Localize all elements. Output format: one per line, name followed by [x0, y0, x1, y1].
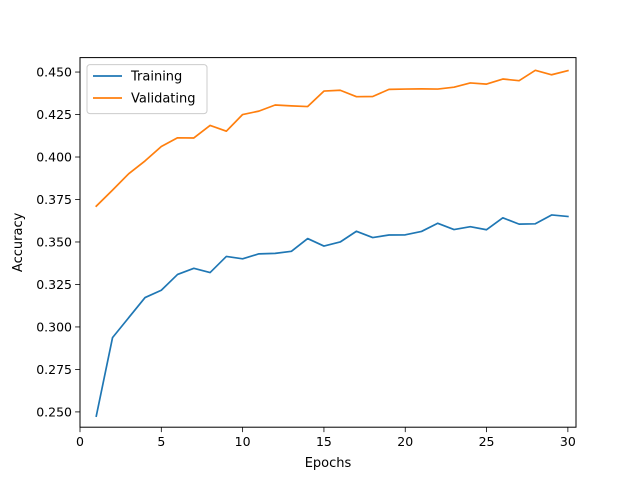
data-point-validating: [404, 88, 406, 90]
data-point-validating: [128, 172, 130, 174]
y-axis-label: Accuracy: [11, 212, 26, 272]
data-point-validating: [258, 110, 260, 112]
data-point-validating: [95, 205, 97, 207]
y-tick-label: 0.300: [36, 319, 72, 334]
data-point-validating: [518, 80, 520, 82]
data-point-validating: [567, 69, 569, 71]
data-point-validating: [355, 95, 357, 97]
data-point-validating: [306, 105, 308, 107]
data-point-validating: [534, 69, 536, 71]
y-tick-label: 0.250: [36, 404, 72, 419]
data-point-training: [241, 258, 243, 260]
legend: Training Validating: [86, 64, 208, 115]
data-point-training: [193, 267, 195, 269]
data-point-validating: [193, 137, 195, 139]
series-layer: [95, 69, 569, 418]
data-point-training: [534, 223, 536, 225]
data-point-training: [453, 228, 455, 230]
plot-frame: [79, 57, 577, 428]
data-point-training: [323, 245, 325, 247]
data-point-training: [209, 271, 211, 273]
data-point-training: [469, 225, 471, 227]
data-point-training: [225, 255, 227, 257]
data-point-training: [355, 230, 357, 232]
data-point-training: [111, 336, 113, 338]
x-tick-label: 0: [76, 434, 84, 449]
y-axis: 0.250 0.275 0.300 0.325 0.350 0.375 0.400 0.425…: [36, 65, 80, 419]
data-point-training: [258, 253, 260, 255]
x-tick-label: 25: [479, 434, 495, 449]
data-point-training: [567, 215, 569, 217]
data-point-training: [372, 236, 374, 238]
data-point-validating: [111, 189, 113, 191]
data-point-training: [306, 237, 308, 239]
data-point-training: [95, 415, 97, 417]
x-tick-label: 5: [157, 434, 165, 449]
y-tick-label: 0.450: [36, 65, 72, 80]
data-point-training: [128, 316, 130, 318]
data-point-training: [290, 250, 292, 252]
data-point-validating: [388, 88, 390, 90]
data-point-validating: [550, 74, 552, 76]
data-point-validating: [274, 104, 276, 106]
data-point-training: [502, 217, 504, 219]
legend-label-training: Training: [130, 70, 182, 85]
data-point-training: [388, 234, 390, 236]
data-point-training: [274, 252, 276, 254]
x-tick-label: 15: [316, 434, 332, 449]
y-tick-label: 0.350: [36, 234, 72, 249]
data-point-validating: [469, 82, 471, 84]
data-point-training: [550, 214, 552, 216]
data-point-training: [518, 223, 520, 225]
data-point-validating: [485, 83, 487, 85]
data-point-training: [339, 241, 341, 243]
x-tick-label: 10: [235, 434, 251, 449]
data-point-validating: [160, 145, 162, 147]
series-line-training: [95, 214, 569, 418]
y-tick-label: 0.425: [36, 107, 72, 122]
y-tick-label: 0.275: [36, 362, 72, 377]
data-point-training: [160, 289, 162, 291]
data-point-validating: [241, 113, 243, 115]
data-point-validating: [372, 95, 374, 97]
data-point-validating: [209, 124, 211, 126]
data-point-training: [144, 296, 146, 298]
data-point-validating: [323, 90, 325, 92]
data-point-validating: [339, 89, 341, 91]
data-point-training: [404, 234, 406, 236]
legend-label-validating: Validating: [131, 92, 196, 107]
data-point-validating: [225, 130, 227, 132]
x-axis: 0 5 10 15 20 25 30: [76, 427, 576, 449]
y-tick-label: 0.325: [36, 277, 72, 292]
y-tick-label: 0.375: [36, 192, 72, 207]
data-point-validating: [437, 88, 439, 90]
x-tick-label: 20: [397, 434, 413, 449]
data-point-validating: [144, 160, 146, 162]
data-point-validating: [420, 88, 422, 90]
data-point-validating: [176, 137, 178, 139]
data-point-validating: [453, 86, 455, 88]
data-point-training: [420, 230, 422, 232]
data-point-validating: [290, 105, 292, 107]
data-point-training: [176, 273, 178, 275]
data-point-training: [437, 222, 439, 224]
x-axis-label: Epochs: [305, 456, 352, 471]
series-line-validating: [95, 69, 569, 208]
y-tick-label: 0.400: [36, 150, 72, 165]
data-point-training: [485, 229, 487, 231]
x-tick-label: 30: [560, 434, 576, 449]
data-point-validating: [502, 78, 504, 80]
